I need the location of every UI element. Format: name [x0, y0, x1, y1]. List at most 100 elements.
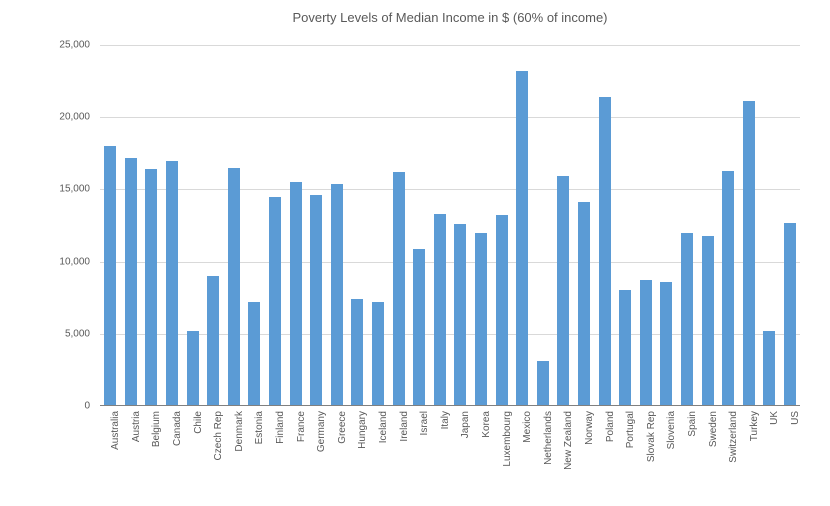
- x-label-wrap: Slovenia: [656, 406, 677, 496]
- x-label-wrap: Austria: [121, 406, 142, 496]
- bar-wrapper: [182, 45, 203, 406]
- x-label-wrap: Japan: [450, 406, 471, 496]
- chart-title: Poverty Levels of Median Income in $ (60…: [50, 10, 800, 25]
- y-tick-label: 25,000: [50, 40, 90, 51]
- x-label-wrap: New Zealand: [553, 406, 574, 496]
- x-label-wrap: Ireland: [388, 406, 409, 496]
- bar-wrapper: [738, 45, 759, 406]
- x-label-wrap: Italy: [430, 406, 451, 496]
- bar-iceland: [372, 302, 384, 406]
- bar-new-zealand: [557, 176, 569, 406]
- bar-finland: [269, 197, 281, 406]
- x-label-wrap: France: [285, 406, 306, 496]
- bar-czech-rep: [207, 276, 219, 406]
- bar-wrapper: [347, 45, 368, 406]
- bar-canada: [166, 161, 178, 406]
- bar-wrapper: [553, 45, 574, 406]
- bar-wrapper: [306, 45, 327, 406]
- bar-wrapper: [388, 45, 409, 406]
- bar-japan: [454, 224, 466, 406]
- bar-wrapper: [512, 45, 533, 406]
- bar-hungary: [351, 299, 363, 406]
- bar-wrapper: [615, 45, 636, 406]
- bar-wrapper: [697, 45, 718, 406]
- bar-wrapper: [327, 45, 348, 406]
- bar-italy: [434, 214, 446, 406]
- plot-area: 05,00010,00015,00020,00025,000: [100, 45, 800, 406]
- x-label-wrap: Denmark: [224, 406, 245, 496]
- bar-wrapper: [491, 45, 512, 406]
- x-label-wrap: Czech Rep: [203, 406, 224, 496]
- x-label-wrap: Chile: [182, 406, 203, 496]
- x-label-wrap: Greece: [327, 406, 348, 496]
- bar-greece: [331, 184, 343, 406]
- x-label-wrap: Portugal: [615, 406, 636, 496]
- bar-portugal: [619, 290, 631, 406]
- x-label-wrap: Canada: [162, 406, 183, 496]
- x-label-wrap: Finland: [265, 406, 286, 496]
- bar-slovenia: [660, 282, 672, 406]
- bar-wrapper: [162, 45, 183, 406]
- bar-wrapper: [409, 45, 430, 406]
- bar-netherlands: [537, 361, 549, 406]
- x-label-wrap: US: [780, 406, 801, 496]
- bar-wrapper: [718, 45, 739, 406]
- bar-poland: [599, 97, 611, 406]
- bar-luxembourg: [496, 215, 508, 406]
- x-label-wrap: Iceland: [368, 406, 389, 496]
- bar-wrapper: [450, 45, 471, 406]
- x-label-wrap: Poland: [594, 406, 615, 496]
- x-label-wrap: Norway: [574, 406, 595, 496]
- x-label-wrap: Netherlands: [532, 406, 553, 496]
- bar-wrapper: [532, 45, 553, 406]
- x-label-wrap: Turkey: [738, 406, 759, 496]
- x-label-wrap: Australia: [100, 406, 121, 496]
- bar-sweden: [702, 236, 714, 406]
- x-label-wrap: Germany: [306, 406, 327, 496]
- x-label: US: [790, 411, 801, 425]
- bar-slovak-rep: [640, 280, 652, 406]
- x-axis: AustraliaAustriaBelgiumCanadaChileCzech …: [100, 406, 800, 496]
- bar-wrapper: [780, 45, 801, 406]
- x-label-wrap: Belgium: [141, 406, 162, 496]
- bar-israel: [413, 249, 425, 406]
- bar-wrapper: [265, 45, 286, 406]
- x-label-wrap: Hungary: [347, 406, 368, 496]
- bar-norway: [578, 202, 590, 406]
- bar-wrapper: [574, 45, 595, 406]
- bar-estonia: [248, 302, 260, 406]
- bar-denmark: [228, 168, 240, 406]
- y-axis: 05,00010,00015,00020,00025,000: [50, 45, 95, 406]
- x-label-wrap: Israel: [409, 406, 430, 496]
- bar-korea: [475, 233, 487, 406]
- bar-wrapper: [759, 45, 780, 406]
- x-label-wrap: Estonia: [244, 406, 265, 496]
- x-label-wrap: Luxembourg: [491, 406, 512, 496]
- x-label-wrap: Sweden: [697, 406, 718, 496]
- bar-turkey: [743, 101, 755, 406]
- bar-wrapper: [285, 45, 306, 406]
- bars-group: [100, 45, 800, 406]
- bar-us: [784, 223, 796, 406]
- bar-uk: [763, 331, 775, 406]
- x-label-wrap: Korea: [471, 406, 492, 496]
- bar-wrapper: [635, 45, 656, 406]
- bar-wrapper: [677, 45, 698, 406]
- x-label-wrap: Slovak Rep: [635, 406, 656, 496]
- bar-wrapper: [141, 45, 162, 406]
- bar-wrapper: [471, 45, 492, 406]
- x-label-wrap: Switzerland: [718, 406, 739, 496]
- x-label-wrap: Mexico: [512, 406, 533, 496]
- bar-wrapper: [203, 45, 224, 406]
- chart-container: Poverty Levels of Median Income in $ (60…: [50, 10, 800, 496]
- bar-ireland: [393, 172, 405, 406]
- bar-austria: [125, 158, 137, 406]
- bar-spain: [681, 233, 693, 406]
- x-label-wrap: Spain: [677, 406, 698, 496]
- bar-mexico: [516, 71, 528, 406]
- bar-switzerland: [722, 171, 734, 406]
- bar-belgium: [145, 169, 157, 406]
- bar-wrapper: [121, 45, 142, 406]
- bar-chile: [187, 331, 199, 406]
- bar-wrapper: [100, 45, 121, 406]
